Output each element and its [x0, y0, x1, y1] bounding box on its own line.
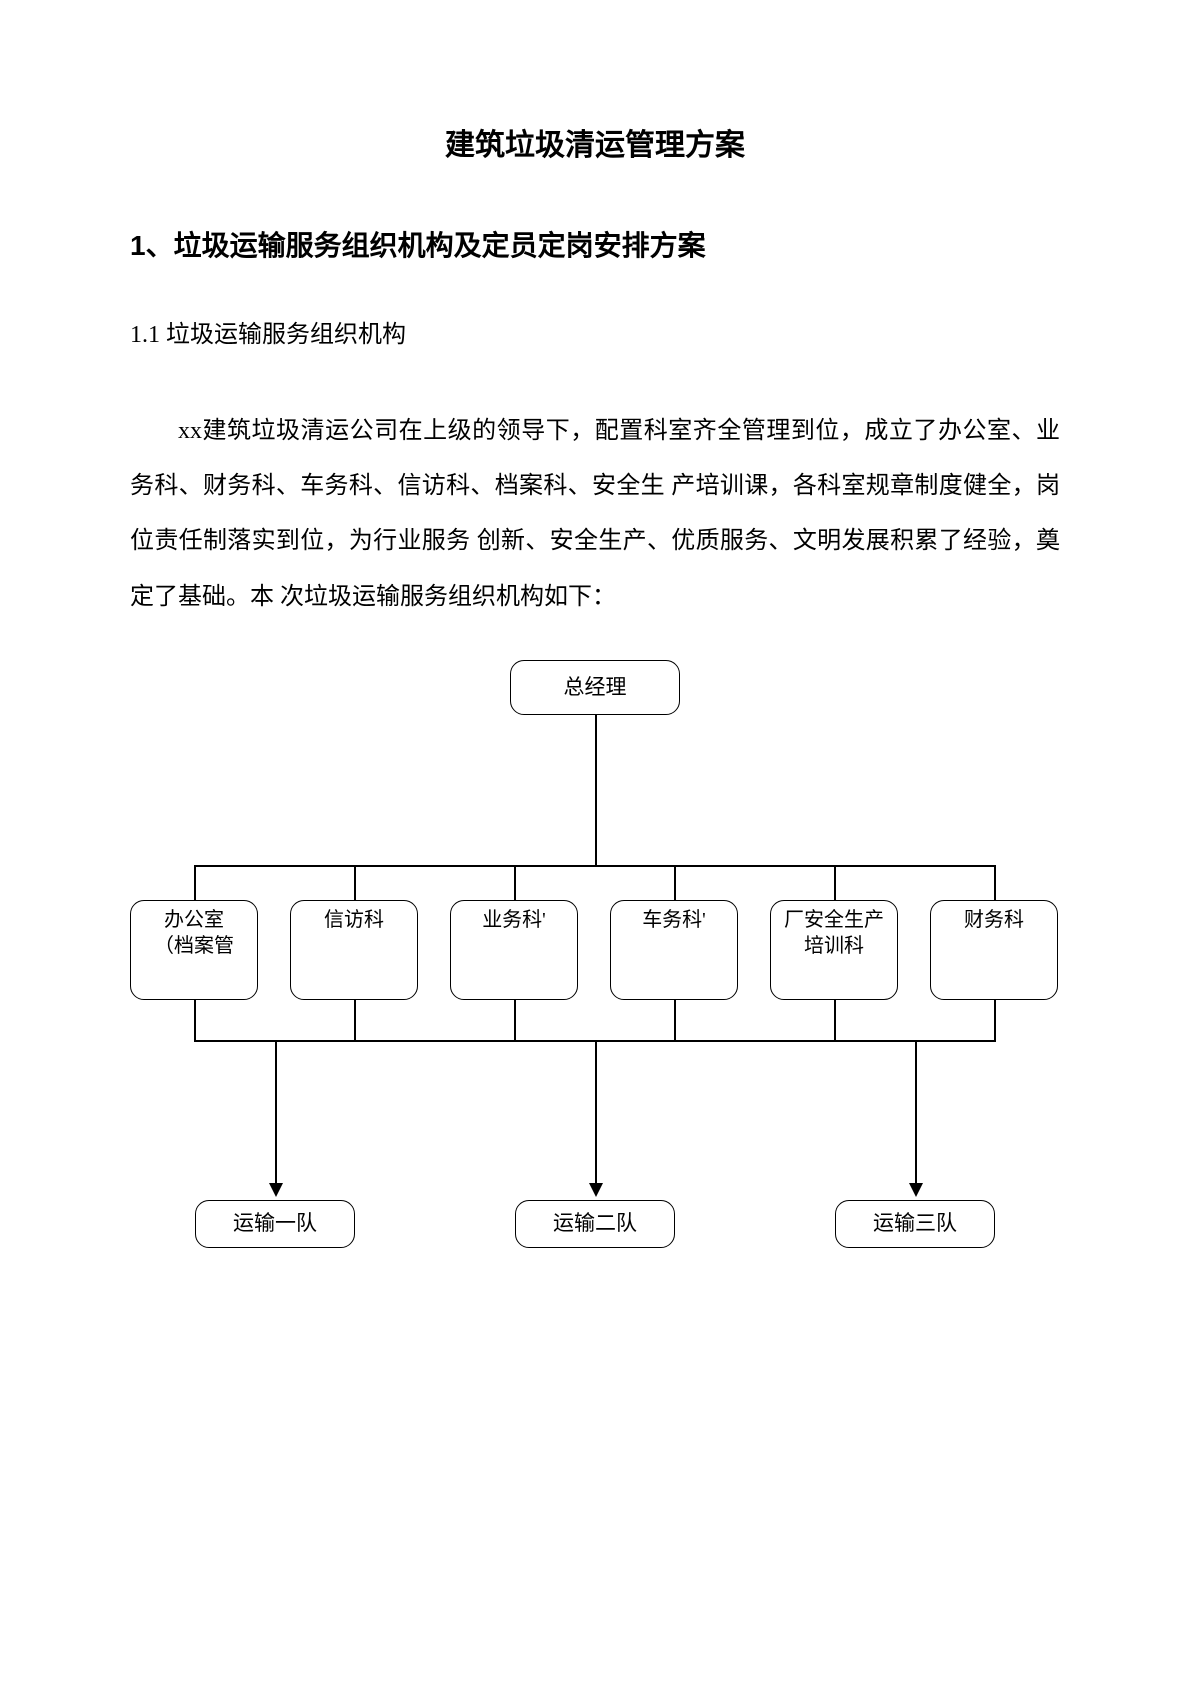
node-manager: 总经理 [510, 660, 680, 715]
node-label: 信访科 [324, 907, 384, 933]
org-chart: 总经理 办公室（档案管 信访科 业务科' 车务科' 厂安全生产培训科 财务科 [130, 660, 1060, 1300]
node-office: 办公室（档案管 [130, 900, 258, 1000]
node-team2: 运输二队 [515, 1200, 675, 1248]
arrowhead-icon [589, 1183, 603, 1197]
edge [194, 1000, 196, 1040]
edge [194, 865, 996, 867]
node-manager-label: 总经理 [564, 674, 627, 701]
edge [194, 865, 196, 900]
node-label: 办公室（档案管 [154, 907, 234, 959]
edge [595, 1040, 597, 1185]
arrowhead-icon [909, 1183, 923, 1197]
edge [275, 1040, 277, 1185]
edge [514, 865, 516, 900]
node-label: 运输二队 [553, 1210, 637, 1237]
node-label: 厂安全生产培训科 [784, 907, 884, 959]
edge [915, 1040, 917, 1185]
node-anquan: 厂安全生产培训科 [770, 900, 898, 1000]
node-label: 车务科' [642, 907, 706, 933]
node-label: 业务科' [482, 907, 546, 933]
node-chewu: 车务科' [610, 900, 738, 1000]
node-xinfang: 信访科 [290, 900, 418, 1000]
edge [994, 1000, 996, 1040]
edge [514, 1000, 516, 1040]
node-label: 运输一队 [233, 1210, 317, 1237]
node-caiwu: 财务科 [930, 900, 1058, 1000]
edge [674, 865, 676, 900]
arrowhead-icon [269, 1183, 283, 1197]
edge [834, 865, 836, 900]
node-yewu: 业务科' [450, 900, 578, 1000]
section-1-heading: 1、垃圾运输服务组织机构及定员定岗安排方案 [130, 224, 1060, 264]
edge [354, 1000, 356, 1040]
node-team1: 运输一队 [195, 1200, 355, 1248]
doc-title: 建筑垃圾清运管理方案 [130, 120, 1060, 164]
edge [354, 865, 356, 900]
section-1-1-heading: 1.1 垃圾运输服务组织机构 [130, 314, 1060, 349]
node-label: 运输三队 [873, 1210, 957, 1237]
edge [674, 1000, 676, 1040]
node-team3: 运输三队 [835, 1200, 995, 1248]
edge [595, 715, 597, 865]
edge [994, 865, 996, 900]
edge [834, 1000, 836, 1040]
intro-paragraph: xx建筑垃圾清运公司在上级的领导下，配置科室齐全管理到位，成立了办公室、业务科、… [130, 404, 1060, 625]
node-label: 财务科 [964, 907, 1024, 933]
